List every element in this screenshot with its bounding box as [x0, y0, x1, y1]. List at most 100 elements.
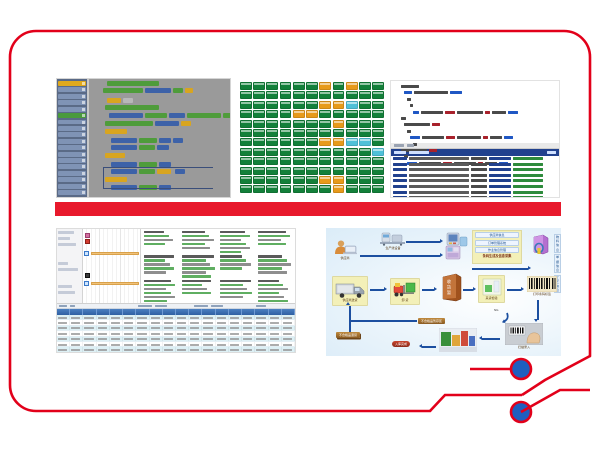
- block-control[interactable]: [157, 169, 171, 174]
- table-cell[interactable]: [163, 315, 176, 320]
- status-card[interactable]: [266, 175, 279, 184]
- toolbar-button[interactable]: [155, 304, 167, 308]
- table-cell[interactable]: [255, 315, 269, 320]
- table-cell[interactable]: [242, 315, 256, 320]
- code-line[interactable]: [397, 104, 553, 108]
- status-card[interactable]: [279, 110, 292, 119]
- status-card[interactable]: [279, 166, 292, 175]
- schedule-data-grid[interactable]: [57, 304, 295, 352]
- log-row[interactable]: [393, 184, 557, 188]
- table-cell[interactable]: [110, 331, 124, 336]
- status-card[interactable]: [332, 166, 345, 175]
- status-card[interactable]: [292, 138, 305, 147]
- status-card[interactable]: [372, 100, 384, 109]
- table-cell[interactable]: [176, 336, 190, 341]
- grid-header-cell[interactable]: [255, 309, 269, 315]
- table-cell[interactable]: [110, 336, 124, 341]
- block-statement[interactable]: [175, 169, 185, 174]
- status-card[interactable]: [306, 110, 318, 119]
- table-cell[interactable]: [255, 331, 269, 336]
- log-row[interactable]: [393, 179, 557, 183]
- grid-header-cell[interactable]: [57, 309, 71, 315]
- table-cell[interactable]: [123, 341, 137, 347]
- table-cell[interactable]: [70, 331, 84, 336]
- tree-node[interactable]: [58, 291, 75, 294]
- table-cell[interactable]: [202, 315, 216, 320]
- block-control[interactable]: [105, 153, 125, 158]
- status-card[interactable]: [279, 147, 292, 156]
- flow-node-supplier[interactable]: 供应商: [330, 238, 360, 260]
- palette-block[interactable]: [58, 113, 86, 119]
- status-card[interactable]: [266, 147, 279, 156]
- status-card[interactable]: [372, 128, 384, 137]
- panel-blocks-editor[interactable]: [56, 78, 231, 198]
- status-card[interactable]: [372, 110, 384, 119]
- table-cell[interactable]: [229, 320, 243, 325]
- status-card[interactable]: [253, 128, 266, 137]
- status-card[interactable]: [306, 82, 318, 90]
- panel-production-schedule[interactable]: [56, 228, 296, 353]
- block-statement[interactable]: [111, 169, 137, 174]
- status-card[interactable]: [319, 185, 332, 194]
- table-cell[interactable]: [269, 336, 282, 341]
- status-card[interactable]: [306, 100, 318, 109]
- status-card[interactable]: [358, 138, 371, 147]
- tree-node[interactable]: [58, 268, 78, 271]
- status-card[interactable]: [292, 110, 305, 119]
- status-card[interactable]: [306, 138, 318, 147]
- status-card[interactable]: [306, 119, 318, 128]
- table-cell[interactable]: [229, 347, 243, 352]
- code-line[interactable]: [397, 97, 553, 101]
- status-card[interactable]: [253, 175, 266, 184]
- table-cell[interactable]: [150, 347, 163, 352]
- table-cell[interactable]: [176, 347, 190, 352]
- status-card[interactable]: [306, 147, 318, 156]
- table-cell[interactable]: [150, 315, 163, 320]
- status-card[interactable]: [266, 91, 279, 100]
- status-card[interactable]: [253, 119, 266, 128]
- status-card[interactable]: [358, 175, 371, 184]
- table-row[interactable]: [57, 347, 295, 352]
- block-statement[interactable]: [155, 121, 179, 126]
- table-cell[interactable]: [150, 325, 163, 331]
- code-line[interactable]: [397, 85, 553, 88]
- grid-header-cell[interactable]: [242, 309, 256, 315]
- palette-block[interactable]: [58, 87, 86, 93]
- table-cell[interactable]: [282, 347, 295, 352]
- flow-node-database[interactable]: [532, 234, 550, 256]
- flow-node-staging[interactable]: 收 货 暂: [439, 272, 465, 302]
- gantt-bar[interactable]: [91, 252, 139, 255]
- block-statement[interactable]: [157, 145, 169, 150]
- table-cell[interactable]: [123, 336, 137, 341]
- log-tab[interactable]: [394, 144, 404, 147]
- status-card[interactable]: [266, 100, 279, 109]
- table-cell[interactable]: [163, 320, 176, 325]
- status-card[interactable]: [240, 91, 252, 100]
- table-cell[interactable]: [216, 331, 229, 336]
- flow-node-production-line[interactable]: 生产线设备: [378, 230, 408, 250]
- status-card[interactable]: [319, 119, 332, 128]
- code-line[interactable]: [397, 136, 553, 140]
- table-cell[interactable]: [202, 336, 216, 341]
- table-cell[interactable]: [70, 341, 84, 347]
- toolbar-button[interactable]: [70, 304, 75, 308]
- status-card[interactable]: [266, 166, 279, 175]
- flow-node-unload[interactable]: 卸 货: [390, 278, 420, 305]
- palette-block[interactable]: [58, 106, 86, 112]
- block-statement[interactable]: [159, 138, 171, 143]
- toolbar-button[interactable]: [256, 304, 266, 308]
- status-card[interactable]: [345, 119, 358, 128]
- table-cell[interactable]: [242, 336, 256, 341]
- panel-code-editor[interactable]: [390, 80, 560, 198]
- table-cell[interactable]: [97, 336, 110, 341]
- gantt-marker[interactable]: [85, 273, 90, 278]
- gantt-chart[interactable]: [83, 229, 141, 303]
- table-cell[interactable]: [163, 341, 176, 347]
- flow-node-done[interactable]: 入库完成: [392, 341, 411, 347]
- table-cell[interactable]: [57, 320, 71, 325]
- table-cell[interactable]: [202, 347, 216, 352]
- status-card[interactable]: [332, 157, 345, 166]
- status-card[interactable]: [372, 175, 384, 184]
- table-cell[interactable]: [83, 325, 97, 331]
- log-row[interactable]: [393, 162, 557, 166]
